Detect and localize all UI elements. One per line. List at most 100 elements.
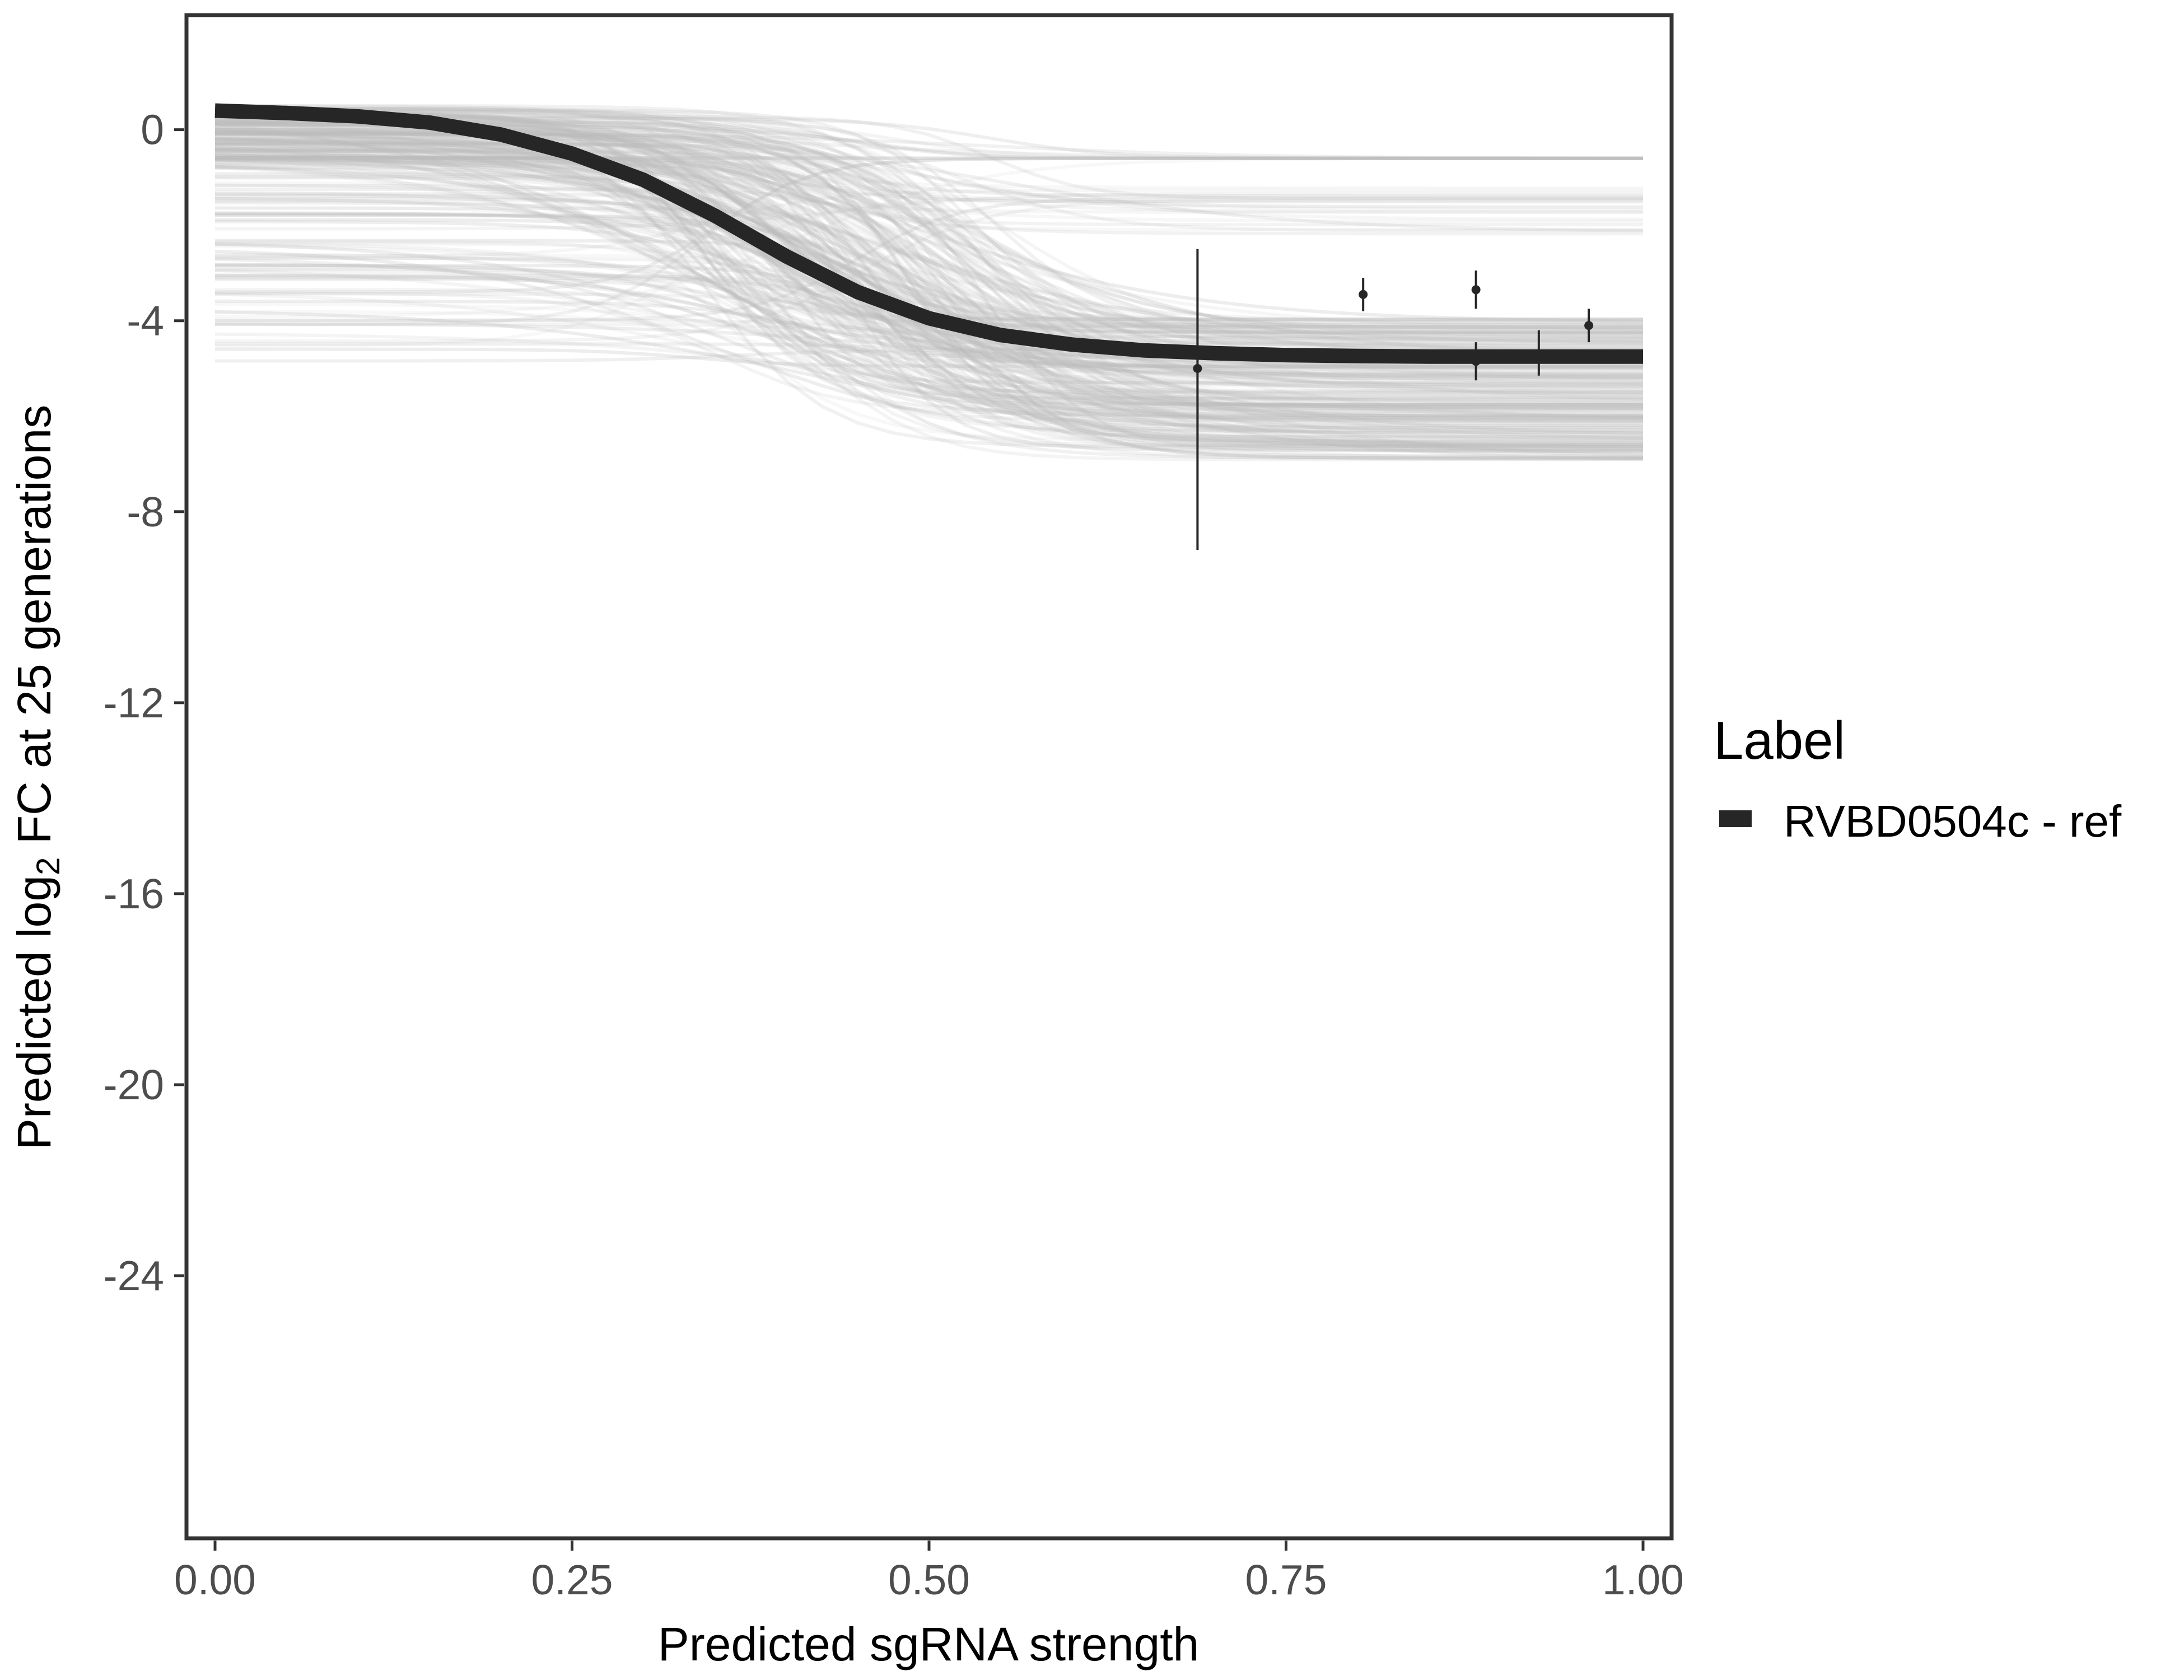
plot-area (184, 13, 1674, 1541)
posterior-draw-line (215, 310, 1643, 374)
x-tick-label: 0.25 (531, 1556, 613, 1603)
posterior-draw-line (215, 218, 1643, 371)
posterior-draw-line (214, 269, 1644, 390)
posterior-draw-line (215, 142, 1643, 449)
posterior-draw-line (214, 143, 1643, 395)
posterior-draw-line (214, 131, 1644, 337)
posterior-draw-line (214, 322, 1644, 379)
posterior-draw-line (215, 172, 1643, 335)
posterior-draw-line (215, 106, 1643, 394)
posterior-draw-line (214, 123, 1644, 440)
observation-point (1359, 290, 1368, 299)
x-tick-label: 0.75 (1245, 1556, 1327, 1603)
posterior-draw-line (214, 132, 1644, 437)
posterior-draw-line (214, 257, 1644, 394)
posterior-draw-line (214, 198, 1643, 442)
posterior-draw-line (214, 106, 1644, 376)
posterior-draw-line (214, 152, 1644, 410)
posterior-draw-line (215, 140, 1643, 351)
posterior-draw-line (215, 199, 1643, 334)
x-tick-label: 0.50 (888, 1556, 970, 1603)
posterior-draw-line (215, 188, 1643, 258)
posterior-draw-line (215, 106, 1643, 209)
posterior-draw-line (215, 150, 1643, 401)
posterior-draw-line (214, 201, 1643, 341)
posterior-draw-line (215, 156, 1643, 460)
y-axis-title-prefix: Predicted log (8, 875, 60, 1150)
posterior-draw-line (214, 149, 1644, 343)
posterior-draw-line (214, 310, 1644, 449)
posterior-draw-line (214, 291, 1643, 416)
posterior-draw-line (215, 115, 1643, 160)
posterior-draw-line (215, 109, 1643, 413)
posterior-draw-line (214, 302, 1644, 451)
posterior-draw-line (214, 128, 1643, 407)
posterior-draw-line (215, 267, 1643, 461)
posterior-draw-line (215, 212, 1643, 397)
y-axis: 0 -4 -8 -12 -16 -20 -24 (104, 106, 184, 1299)
posterior-draw-line (215, 156, 1643, 294)
posterior-draw-line (214, 156, 1644, 367)
posterior-draw-line (214, 158, 1644, 354)
posterior-draw-line (214, 132, 1644, 339)
posterior-draw-line (214, 113, 1643, 394)
posterior-draw-line (214, 156, 1644, 418)
posterior-draw-line (214, 166, 1644, 402)
posterior-draw-line (214, 265, 1643, 433)
posterior-draw-line (214, 113, 1643, 322)
posterior-draw-line (215, 148, 1643, 236)
y-tick-label: -24 (104, 1252, 164, 1299)
posterior-draw-line (214, 148, 1643, 418)
posterior-draw-line (215, 149, 1643, 370)
posterior-draw-line (215, 116, 1643, 329)
posterior-draw-line (215, 134, 1643, 377)
y-axis-title: Predicted log2 FC at 25 generations (8, 405, 67, 1150)
posterior-draw-line (214, 253, 1643, 378)
posterior-draw-line (215, 197, 1643, 322)
legend-key-rvbd0504c (1719, 810, 1752, 827)
posterior-draw-line (215, 273, 1643, 409)
posterior-draw-line (215, 162, 1643, 330)
posterior-draw-line (215, 197, 1643, 446)
posterior-draw-line (214, 244, 1644, 367)
posterior-draw-line (214, 107, 1644, 323)
posterior-draw-line (214, 145, 1644, 460)
posterior-draw-line (214, 147, 1644, 461)
posterior-draw-line (215, 165, 1643, 450)
posterior-draw-line (215, 133, 1643, 420)
posterior-draw-line (214, 292, 1644, 423)
x-tick-label: 1.00 (1602, 1556, 1684, 1603)
posterior-draw-line (215, 111, 1643, 413)
posterior-draw-line (215, 157, 1643, 416)
legend-label-rvbd0504c: RVBD0504c - ref (1784, 796, 2122, 846)
posterior-draw-line (214, 165, 1644, 410)
posterior-draw-line (215, 213, 1643, 393)
x-tick-label: 0.00 (174, 1556, 256, 1603)
legend: Label RVBD0504c - ref (1714, 711, 2122, 846)
posterior-draw-line (215, 134, 1643, 376)
posterior-draw-line (214, 129, 1644, 382)
posterior-draw-line (214, 269, 1644, 352)
posterior-draw-line (215, 141, 1643, 447)
posterior-draw-line (215, 138, 1643, 350)
posterior-draw-line (214, 153, 1644, 440)
posterior-draw-line (214, 156, 1643, 319)
posterior-draw-line (214, 162, 1644, 344)
posterior-draw-line (214, 139, 1643, 422)
posterior-draw-line (215, 156, 1643, 326)
posterior-draw-line (214, 158, 1644, 421)
posterior-draw-line (214, 190, 1643, 379)
posterior-draw-line (215, 105, 1643, 409)
posterior-draw-line (215, 150, 1644, 432)
posterior-draw-line (214, 121, 1644, 351)
y-axis-title-subscript: 2 (30, 857, 67, 875)
posterior-draw-line (214, 183, 1644, 325)
posterior-draw-line (215, 198, 1643, 343)
posterior-draw-line (214, 139, 1643, 331)
posterior-draw-line (214, 192, 1644, 404)
posterior-draw-line (215, 109, 1643, 335)
posterior-draw-line (214, 106, 1643, 232)
posterior-draw-line (215, 191, 1643, 231)
posterior-draw-line (214, 146, 1644, 396)
